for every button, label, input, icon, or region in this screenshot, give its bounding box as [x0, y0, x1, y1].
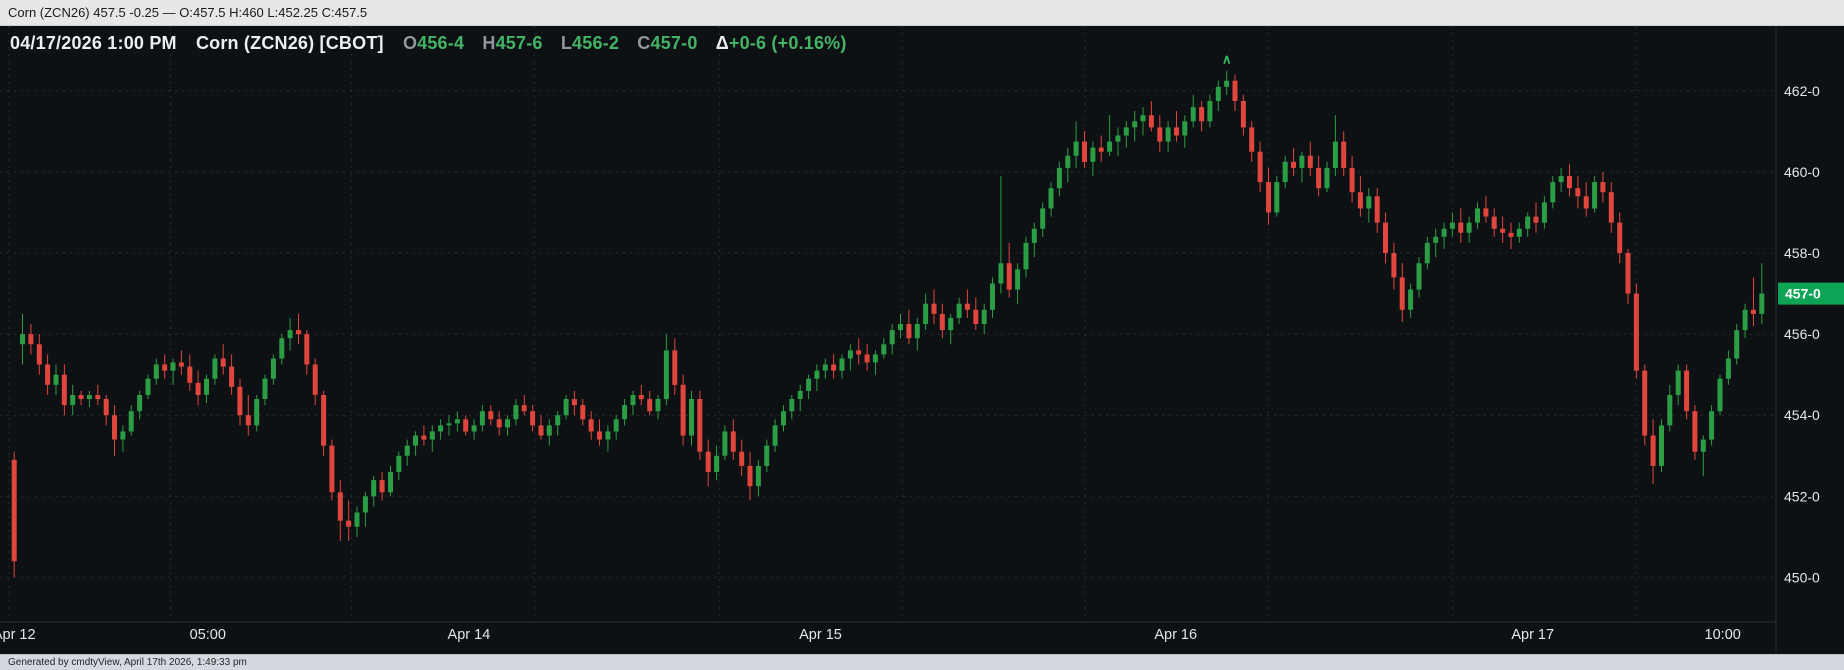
x-axis-labels[interactable]: Apr 12 05:00 Apr 14 Apr 15 Apr 16 Apr 17 10:00 [0, 627, 1741, 643]
window-info-bar: Corn (ZCN26) 457.5 -0.25 — O:457.5 H:460… [0, 0, 1844, 26]
svg-text:454-0: 454-0 [1784, 407, 1820, 423]
candles-layer[interactable] [11, 70, 1765, 578]
last-price-tag: 457-0 [1778, 282, 1844, 305]
svg-text:Apr 17: Apr 17 [1511, 627, 1554, 643]
svg-text:460-0: 460-0 [1784, 164, 1820, 180]
ohlc-high: H457-6 [482, 33, 543, 53]
grid-layer [0, 26, 1776, 622]
y-axis-labels[interactable]: 450-0 452-0 454-0 456-0 458-0 460-0 462-0 [1784, 83, 1820, 586]
svg-text:450-0: 450-0 [1784, 569, 1820, 585]
ohlc-open: O456-4 [402, 33, 465, 53]
chart-symbol: Corn (ZCN26) [CBOT] [195, 33, 384, 53]
window-info-text: Corn (ZCN26) 457.5 -0.25 — O:457.5 H:460… [8, 5, 368, 20]
svg-text:456-0: 456-0 [1784, 326, 1820, 342]
ohlc-close: C457-0 [637, 33, 698, 53]
footer-bar: Generated by cmdtyView, April 17th 2026,… [0, 654, 1844, 670]
chart-time: 1:00 PM [107, 33, 177, 53]
svg-text:10:00: 10:00 [1705, 627, 1741, 643]
svg-text:Apr 12: Apr 12 [0, 627, 36, 643]
svg-text:458-0: 458-0 [1784, 245, 1820, 261]
chart-container[interactable]: 450-0 452-0 454-0 456-0 458-0 460-0 462-0 Apr 1… [0, 26, 1844, 654]
svg-text:05:00: 05:00 [190, 627, 226, 643]
svg-text:Apr 16: Apr 16 [1154, 627, 1197, 643]
svg-text:Apr 14: Apr 14 [448, 627, 491, 643]
chart-date: 04/17/2026 [10, 33, 103, 53]
svg-text:Apr 15: Apr 15 [799, 627, 842, 643]
svg-text:452-0: 452-0 [1784, 488, 1820, 504]
ohlc-low: L456-2 [560, 33, 620, 53]
svg-text:457-0: 457-0 [1785, 286, 1821, 302]
svg-text:462-0: 462-0 [1784, 83, 1820, 99]
svg-text:∧: ∧ [1222, 52, 1232, 67]
axis-borders [0, 26, 1777, 654]
footer-text: Generated by cmdtyView, April 17th 2026,… [8, 657, 247, 668]
peak-marker: ∧ [1222, 52, 1232, 67]
chart-header: 04/17/2026 1:00 PM Corn (ZCN26) [CBOT] O… [10, 33, 860, 54]
ohlc-change: Δ+0-6 (+0.16%) [715, 33, 847, 53]
candlestick-chart[interactable]: 450-0 452-0 454-0 456-0 458-0 460-0 462-0 Apr 1… [0, 26, 1844, 654]
